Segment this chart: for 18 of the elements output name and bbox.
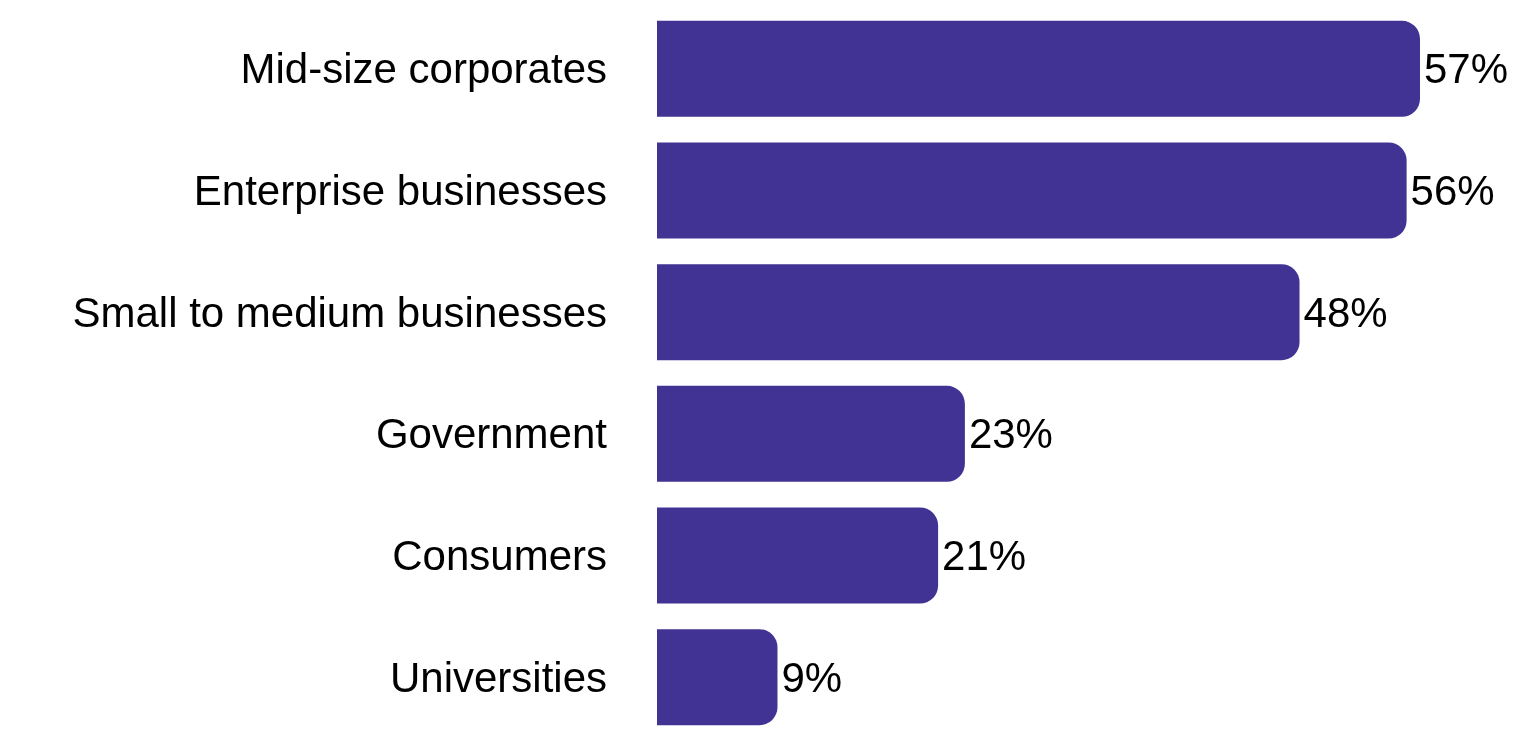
y-tick-label: Consumers bbox=[392, 532, 607, 579]
data-label: 23% bbox=[968, 410, 1053, 458]
bar bbox=[657, 264, 1300, 361]
data-label: 9% bbox=[781, 653, 843, 701]
bar bbox=[657, 142, 1407, 239]
bar bbox=[657, 385, 965, 482]
y-tick-label: Small to medium businesses bbox=[72, 288, 607, 336]
bar bbox=[657, 629, 778, 726]
y-tick-label: Government bbox=[375, 410, 608, 458]
data-label: 56% bbox=[1410, 167, 1495, 214]
bar bbox=[657, 20, 1420, 117]
y-tick-label: Mid-size corporates bbox=[240, 45, 607, 93]
data-label: 48% bbox=[1303, 288, 1388, 336]
data-label: 57% bbox=[1424, 45, 1509, 93]
bar bbox=[657, 507, 939, 604]
data-label: 21% bbox=[942, 532, 1027, 579]
y-tick-label: Enterprise businesses bbox=[193, 167, 607, 214]
y-tick-label: Universities bbox=[389, 653, 607, 701]
